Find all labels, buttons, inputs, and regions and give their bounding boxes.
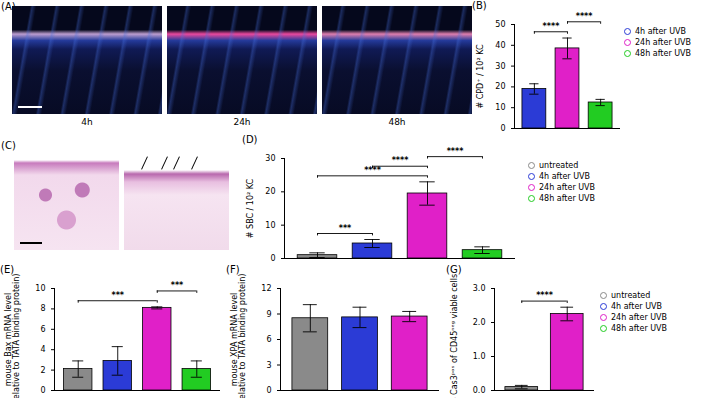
html-text:24h: 24h xyxy=(233,117,251,127)
svg-text:30: 30 xyxy=(265,154,275,163)
svg-text:50: 50 xyxy=(495,20,505,29)
svg-text:1.0: 1.0 xyxy=(473,352,486,361)
svg-text:0: 0 xyxy=(40,386,45,395)
html-text:(D): (D) xyxy=(242,134,258,145)
svg-text:2: 2 xyxy=(40,366,45,375)
svg-text:# CPD⁺ / 10² KC: # CPD⁺ / 10² KC xyxy=(476,44,485,109)
svg-text:***: *** xyxy=(111,291,124,300)
html-text:(C): (C) xyxy=(1,140,16,151)
html-text:48h after UVB: 48h after UVB xyxy=(635,49,692,58)
svg-text:0: 0 xyxy=(500,124,505,133)
svg-text:4: 4 xyxy=(40,345,45,354)
svg-text:***: *** xyxy=(339,224,352,233)
svg-text:2.0: 2.0 xyxy=(473,318,486,327)
html-text:24h after UVB: 24h after UVB xyxy=(635,38,692,47)
html-text:untreated: untreated xyxy=(539,161,579,170)
html-text:48h after UVB: 48h after UVB xyxy=(539,194,596,203)
svg-text:0: 0 xyxy=(270,254,275,263)
svg-text:20: 20 xyxy=(495,82,505,91)
svg-text:0: 0 xyxy=(266,386,271,395)
svg-text:10: 10 xyxy=(265,221,275,230)
svg-text:# SBC / 10² KC: # SBC / 10² KC xyxy=(246,178,255,238)
svg-text:****: **** xyxy=(447,147,465,156)
html-text:48h after UVB: 48h after UVB xyxy=(611,324,668,333)
html-text:untreated: untreated xyxy=(611,291,651,300)
html-text:4h after UVB: 4h after UVB xyxy=(539,172,590,181)
svg-text:0.0: 0.0 xyxy=(473,386,486,395)
svg-text:8: 8 xyxy=(40,304,45,313)
html-text:(A): (A) xyxy=(1,1,16,12)
svg-text:12: 12 xyxy=(261,284,271,293)
html-text:48h: 48h xyxy=(388,117,406,127)
svg-text:30: 30 xyxy=(495,62,505,71)
svg-text:****: **** xyxy=(576,12,594,21)
svg-text:6: 6 xyxy=(40,325,45,334)
svg-text:mouse Bax mRNA level(relative: mouse Bax mRNA level(relative to TATA bi… xyxy=(4,274,21,398)
html-text:(G): (G) xyxy=(446,264,462,275)
svg-text:9: 9 xyxy=(266,310,271,319)
html-text:(E): (E) xyxy=(0,264,15,275)
svg-text:****: **** xyxy=(364,166,382,175)
svg-text:10: 10 xyxy=(35,284,45,293)
svg-text:10: 10 xyxy=(495,103,505,112)
svg-text:% Cas3ᵖᵒˢ of CD45ⁿᵉᵍ viable ce: % Cas3ᵖᵒˢ of CD45ⁿᵉᵍ viable cells xyxy=(450,274,459,398)
svg-text:****: **** xyxy=(536,291,554,300)
html-text:(B): (B) xyxy=(472,0,487,11)
svg-text:40: 40 xyxy=(495,41,505,50)
svg-text:20: 20 xyxy=(265,187,275,196)
svg-text:****: **** xyxy=(543,22,561,31)
svg-text:***: *** xyxy=(171,281,184,290)
html-text:4h: 4h xyxy=(81,117,93,127)
svg-text:mouse XPA mRNA level(relative: mouse XPA mRNA level(relative to TATA bi… xyxy=(230,274,247,398)
html-text:24h after UVB: 24h after UVB xyxy=(539,183,596,192)
svg-text:3: 3 xyxy=(266,361,271,370)
html-text:(F): (F) xyxy=(226,264,240,275)
svg-text:****: **** xyxy=(392,156,410,165)
html-text:4h after UVB: 4h after UVB xyxy=(635,27,686,36)
svg-text:3.0: 3.0 xyxy=(473,284,486,293)
svg-text:6: 6 xyxy=(266,335,271,344)
html-text:4h after UVB: 4h after UVB xyxy=(611,302,662,311)
html-text:24h after UVB: 24h after UVB xyxy=(611,313,668,322)
